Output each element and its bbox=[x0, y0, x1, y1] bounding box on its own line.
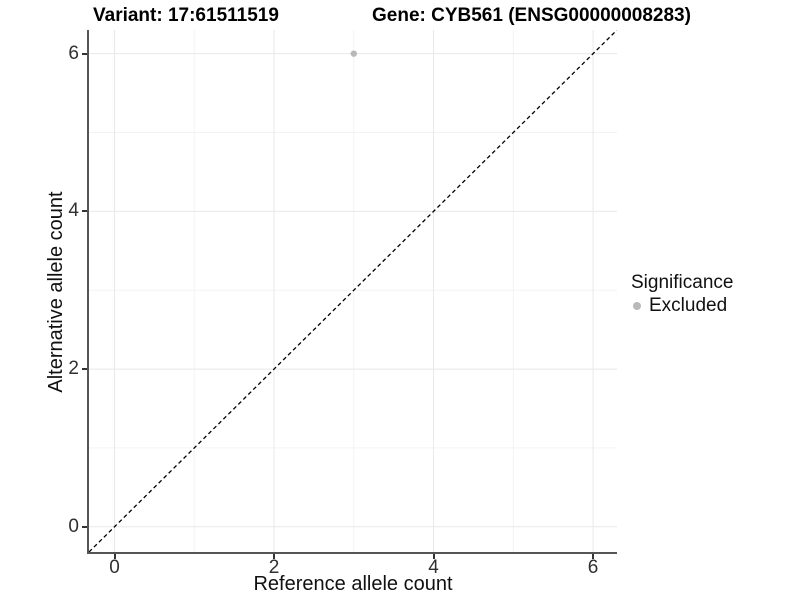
legend-items: Excluded bbox=[631, 296, 733, 315]
y-tick-mark bbox=[82, 210, 87, 213]
x-tick-mark bbox=[273, 554, 276, 559]
y-tick-label: 6 bbox=[68, 42, 79, 64]
legend-title: Significance bbox=[631, 272, 734, 293]
gene-title: Gene: CYB561 (ENSG00000008283) bbox=[372, 5, 691, 26]
y-tick-label: 4 bbox=[68, 200, 79, 222]
y-tick-mark bbox=[82, 52, 87, 55]
y-tick-mark bbox=[82, 368, 87, 371]
legend-item: Excluded bbox=[631, 296, 733, 315]
y-tick-label: 2 bbox=[68, 358, 79, 380]
x-tick-label: 0 bbox=[109, 557, 120, 578]
x-tick-mark bbox=[432, 554, 435, 559]
identity-reference-line bbox=[89, 30, 617, 552]
x-tick-label: 2 bbox=[268, 557, 280, 578]
y-tick-label: 0 bbox=[68, 515, 79, 537]
legend-point-icon bbox=[633, 301, 641, 310]
y-tick-mark bbox=[82, 525, 87, 528]
y-axis-title: Alternative allele count bbox=[45, 191, 67, 393]
x-tick-mark bbox=[113, 554, 116, 559]
x-tick-mark bbox=[592, 554, 595, 559]
plot-svg bbox=[89, 30, 617, 552]
variant-title: Variant: 17:61511519 bbox=[93, 5, 279, 26]
x-axis-title: Reference allele count bbox=[253, 573, 453, 595]
plot-panel bbox=[87, 30, 617, 554]
x-tick-label: 4 bbox=[428, 557, 439, 578]
data-point bbox=[350, 50, 357, 57]
x-tick-label: 6 bbox=[587, 557, 599, 578]
legend-item-label: Excluded bbox=[649, 295, 728, 316]
legend: Significance Excluded bbox=[631, 272, 733, 315]
